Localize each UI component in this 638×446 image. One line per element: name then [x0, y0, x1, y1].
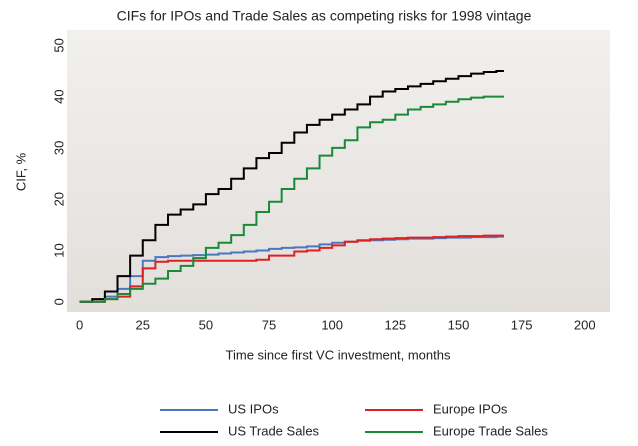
legend-label: US IPOs [228, 401, 279, 416]
y-tick-label: 40 [51, 89, 66, 103]
chart-title: CIFs for IPOs and Trade Sales as competi… [117, 8, 532, 24]
x-tick-label: 25 [136, 317, 150, 332]
x-tick-label: 175 [511, 317, 533, 332]
legend-label: Europe Trade Sales [433, 423, 548, 438]
x-tick-label: 50 [199, 317, 213, 332]
series-line [79, 234, 504, 303]
y-tick-label: 10 [51, 243, 66, 257]
x-axis-label: Time since first VC investment, months [226, 347, 451, 362]
y-tick-label: 50 [51, 38, 66, 52]
x-tick-label: 100 [321, 317, 343, 332]
y-tick-label: 0 [51, 298, 66, 305]
y-tick-label: 20 [51, 192, 66, 206]
series-line [79, 70, 504, 303]
x-tick-label: 75 [262, 317, 276, 332]
x-tick-label: 200 [574, 317, 596, 332]
y-tick-label: 30 [51, 141, 66, 155]
plot-background [67, 30, 610, 312]
legend-label: Europe IPOs [433, 401, 508, 416]
series-line [79, 95, 504, 303]
x-tick-label: 125 [384, 317, 406, 332]
x-tick-label: 0 [76, 317, 83, 332]
x-tick-label: 150 [448, 317, 470, 332]
series-line [79, 235, 504, 303]
legend-label: US Trade Sales [228, 423, 320, 438]
y-axis-label: CIF, % [13, 152, 28, 191]
